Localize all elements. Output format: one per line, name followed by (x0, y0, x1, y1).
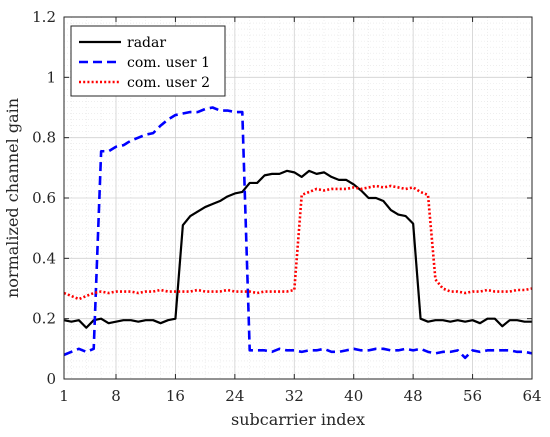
y-tick-labels: 0 0.2 0.4 0.6 0.8 1 1.2 (32, 8, 56, 388)
legend-label: com. user 2 (127, 75, 210, 91)
series-line-1 (63, 169, 532, 329)
y-tick-label: 0.4 (32, 249, 56, 267)
y-axis-label: normalized channel gain (3, 98, 22, 298)
series-line-3 (63, 184, 533, 301)
y-tick-label: 0.6 (32, 189, 56, 207)
axis-ticks (63, 16, 533, 380)
legend: radar com. user 1 com. user 2 (70, 25, 226, 97)
x-tick-label: 32 (285, 387, 304, 405)
x-axis-label: subcarrier index (231, 410, 365, 429)
x-tick-label: 64 (522, 387, 541, 405)
x-tick-label: 1 (59, 387, 69, 405)
x-tick-label: 48 (404, 387, 423, 405)
x-tick-label: 56 (463, 387, 482, 405)
y-tick-label: 0.2 (32, 310, 56, 328)
x-tick-label: 16 (166, 387, 185, 405)
legend-label: com. user 1 (127, 55, 210, 71)
series-layer (63, 106, 533, 360)
y-tick-label: 0 (46, 370, 56, 388)
x-tick-label: 24 (225, 387, 244, 405)
y-tick-label: 0.8 (32, 129, 56, 147)
y-tick-label: 1.2 (32, 8, 56, 26)
x-tick-label: 40 (344, 387, 363, 405)
x-tick-label: 8 (111, 387, 121, 405)
legend-label: radar (127, 35, 166, 51)
series-line-2 (63, 106, 533, 360)
y-tick-label: 1 (46, 68, 56, 86)
x-tick-labels: 1 8 16 24 32 40 48 56 64 (59, 387, 541, 405)
legend-entries: radar com. user 1 com. user 2 (79, 35, 210, 91)
